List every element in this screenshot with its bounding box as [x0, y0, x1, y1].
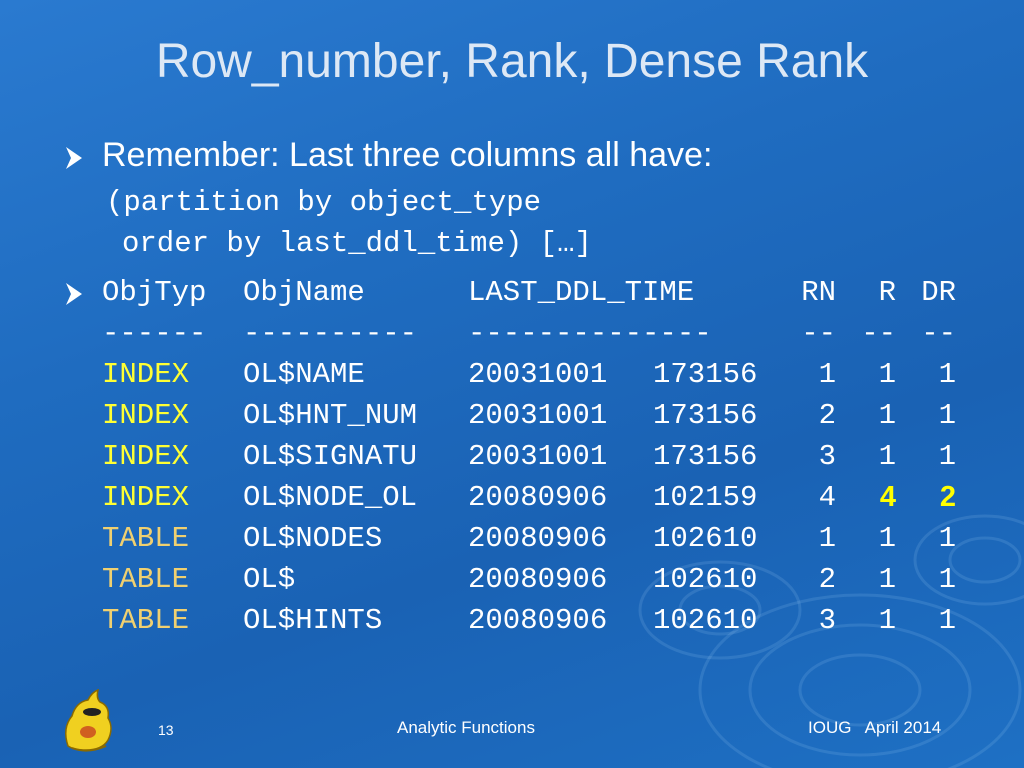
footer-center: Analytic Functions — [397, 718, 535, 737]
cell-time: 102610 — [653, 604, 758, 637]
header-rn: RN — [801, 276, 836, 309]
cell-time: 102610 — [653, 522, 758, 555]
cell-objtyp: INDEX — [102, 399, 190, 432]
separator-r: -- — [861, 317, 896, 350]
slide-title: Row_number, Rank, Dense Rank — [155, 35, 869, 88]
code-line-order: order by last_ddl_time) […] — [122, 227, 592, 260]
cell-objname: OL$NODE_OL — [243, 481, 418, 514]
cell-objname: OL$HNT_NUM — [243, 399, 418, 432]
separator-rn: -- — [801, 317, 836, 350]
cell-rn: 3 — [818, 604, 836, 637]
cell-date: 20080906 — [468, 604, 608, 637]
code-line-partition: (partition by object_type — [106, 186, 542, 219]
cell-objname: OL$NODES — [243, 522, 383, 555]
cell-r: 1 — [878, 440, 896, 473]
header-dr: DR — [921, 276, 956, 309]
cell-objtyp: INDEX — [102, 358, 190, 391]
cell-dr: 1 — [938, 522, 956, 555]
cell-r: 1 — [878, 399, 896, 432]
cell-dr: 1 — [938, 604, 956, 637]
cell-dr: 1 — [938, 358, 956, 391]
cell-objtyp: TABLE — [102, 522, 190, 555]
cell-r: 1 — [878, 522, 896, 555]
cell-date: 20031001 — [468, 440, 608, 473]
separator-objtyp: ------ — [102, 317, 207, 350]
cell-date: 20080906 — [468, 481, 608, 514]
cell-rn: 1 — [818, 358, 836, 391]
cell-r: 1 — [878, 604, 896, 637]
cell-r: 1 — [878, 358, 896, 391]
cell-objtyp: INDEX — [102, 440, 190, 473]
cell-rn: 1 — [818, 522, 836, 555]
cell-r: 1 — [878, 563, 896, 596]
cell-objtyp: TABLE — [102, 604, 190, 637]
slide-number: 13 — [158, 722, 174, 738]
bullet-arrow-icon — [66, 147, 82, 169]
cell-dr: 1 — [938, 399, 956, 432]
cell-dr: 1 — [938, 563, 956, 596]
cell-time: 173156 — [653, 440, 758, 473]
header-r: R — [878, 276, 896, 309]
cell-time: 173156 — [653, 399, 758, 432]
cell-objname: OL$HINTS — [243, 604, 383, 637]
header-last-ddl-time: LAST_DDL_TIME — [468, 276, 695, 309]
cell-time: 102159 — [653, 481, 758, 514]
cell-objname: OL$SIGNATU — [243, 440, 418, 473]
cell-rn: 3 — [818, 440, 836, 473]
header-objtyp: ObjTyp — [102, 276, 207, 309]
mascot-logo-icon — [65, 688, 112, 752]
cell-date: 20031001 — [468, 358, 608, 391]
cell-rn: 4 — [818, 481, 836, 514]
cell-objtyp: TABLE — [102, 563, 190, 596]
cell-dr-highlighted: 2 — [939, 481, 956, 513]
cell-objname: OL$ — [243, 563, 296, 596]
bullet-arrow-icon — [66, 283, 82, 305]
cell-rn: 2 — [818, 399, 836, 432]
cell-date: 20031001 — [468, 399, 608, 432]
separator-last-ddl-time: -------------- — [468, 317, 712, 350]
bullet-remember: Remember: Last three columns all have: — [102, 136, 713, 174]
cell-dr: 1 — [938, 440, 956, 473]
cell-time: 102610 — [653, 563, 758, 596]
cell-objtyp: INDEX — [102, 481, 190, 514]
cell-time: 173156 — [653, 358, 758, 391]
cell-date: 20080906 — [468, 563, 608, 596]
header-objname: ObjName — [243, 276, 365, 309]
separator-objname: ---------- — [243, 317, 418, 350]
cell-r-highlighted: 4 — [879, 481, 896, 513]
cell-date: 20080906 — [468, 522, 608, 555]
separator-dr: -- — [921, 317, 956, 350]
cell-rn: 2 — [818, 563, 836, 596]
footer-right: IOUG April 2014 — [808, 718, 942, 737]
cell-objname: OL$NAME — [243, 358, 365, 391]
